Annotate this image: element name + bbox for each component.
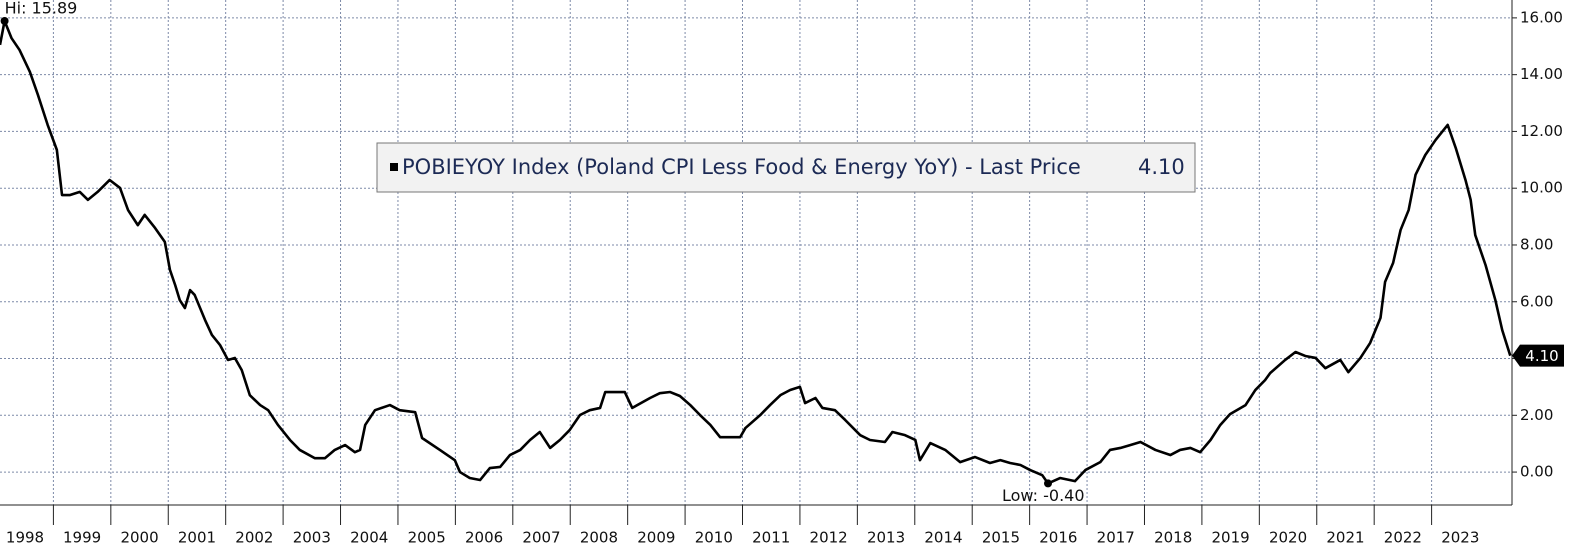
legend-swatch xyxy=(390,163,398,171)
x-tick-label: 2018 xyxy=(1154,529,1192,547)
annotation-marker xyxy=(1044,479,1053,488)
y-tick-label: 6.00 xyxy=(1520,292,1553,310)
annotation-label: Hi: 15.89 xyxy=(5,0,78,18)
x-tick-label: 2023 xyxy=(1441,529,1479,547)
y-tick-label: 0.00 xyxy=(1520,463,1553,481)
x-tick-label: 2005 xyxy=(408,529,446,547)
x-tick-label: 2004 xyxy=(350,529,388,547)
x-tick-label: 2016 xyxy=(1039,529,1077,547)
x-tick-label: 2003 xyxy=(293,529,331,547)
last-price-tag xyxy=(1512,344,1564,367)
y-tick-label: 10.00 xyxy=(1520,179,1563,197)
x-tick-label: 2022 xyxy=(1384,529,1422,547)
y-tick-label: 12.00 xyxy=(1520,122,1563,140)
legend-label: POBIEYOY Index (Poland CPI Less Food & E… xyxy=(402,155,1081,179)
y-tick-label: 2.00 xyxy=(1520,406,1553,424)
x-tick-label: 1999 xyxy=(63,529,101,547)
legend: POBIEYOY Index (Poland CPI Less Food & E… xyxy=(376,142,1196,193)
y-tick-label: 8.00 xyxy=(1520,235,1553,253)
last-price-label: 4.10 xyxy=(1525,347,1558,365)
series-line xyxy=(0,19,1512,485)
legend-last-price: 4.10 xyxy=(1138,155,1185,179)
x-tick-label: 2021 xyxy=(1326,529,1364,547)
x-tick-label: 2001 xyxy=(178,529,216,547)
annotation-marker xyxy=(0,17,9,26)
x-tick-label: 2020 xyxy=(1269,529,1307,547)
x-tick-label: 2012 xyxy=(810,529,848,547)
x-tick-label: 1998 xyxy=(6,529,44,547)
x-tick-label: 2008 xyxy=(580,529,618,547)
y-tick-label: 16.00 xyxy=(1520,8,1563,26)
x-tick-label: 2006 xyxy=(465,529,503,547)
x-tick-label: 2007 xyxy=(522,529,560,547)
x-tick-label: 2009 xyxy=(637,529,675,547)
x-tick-label: 2002 xyxy=(235,529,273,547)
annotation-label: Low: -0.40 xyxy=(1002,486,1085,505)
x-tick-label: 2014 xyxy=(924,529,962,547)
x-tick-label: 2019 xyxy=(1212,529,1250,547)
x-tick-label: 2013 xyxy=(867,529,905,547)
legend-box xyxy=(376,142,1196,193)
x-tick-label: 2015 xyxy=(982,529,1020,547)
x-tick-label: 2017 xyxy=(1097,529,1135,547)
y-tick-label: 14.00 xyxy=(1520,65,1563,83)
plot xyxy=(0,19,1512,485)
x-tick-label: 2000 xyxy=(120,529,158,547)
x-tick-label: 2010 xyxy=(695,529,733,547)
x-tick-label: 2011 xyxy=(752,529,790,547)
